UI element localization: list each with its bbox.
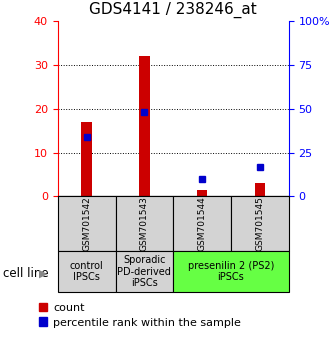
Text: GSM701545: GSM701545 xyxy=(255,196,264,251)
Legend: count, percentile rank within the sample: count, percentile rank within the sample xyxy=(39,303,241,327)
Bar xyxy=(82,122,92,196)
FancyBboxPatch shape xyxy=(58,196,115,251)
Bar xyxy=(139,56,149,196)
Text: Sporadic
PD-derived
iPSCs: Sporadic PD-derived iPSCs xyxy=(117,255,171,288)
FancyBboxPatch shape xyxy=(173,251,289,292)
FancyBboxPatch shape xyxy=(58,251,115,292)
FancyBboxPatch shape xyxy=(115,251,173,292)
Text: control
IPSCs: control IPSCs xyxy=(70,261,104,282)
Text: GSM701543: GSM701543 xyxy=(140,196,149,251)
Text: GSM701542: GSM701542 xyxy=(82,196,91,251)
FancyBboxPatch shape xyxy=(231,196,289,251)
Bar xyxy=(197,190,207,196)
Title: GDS4141 / 238246_at: GDS4141 / 238246_at xyxy=(89,2,257,18)
Text: cell line: cell line xyxy=(3,267,49,280)
Text: ▶: ▶ xyxy=(39,268,48,278)
FancyBboxPatch shape xyxy=(173,196,231,251)
Bar xyxy=(255,183,265,196)
Text: GSM701544: GSM701544 xyxy=(198,196,207,251)
Text: presenilin 2 (PS2)
iPSCs: presenilin 2 (PS2) iPSCs xyxy=(188,261,274,282)
FancyBboxPatch shape xyxy=(115,196,173,251)
